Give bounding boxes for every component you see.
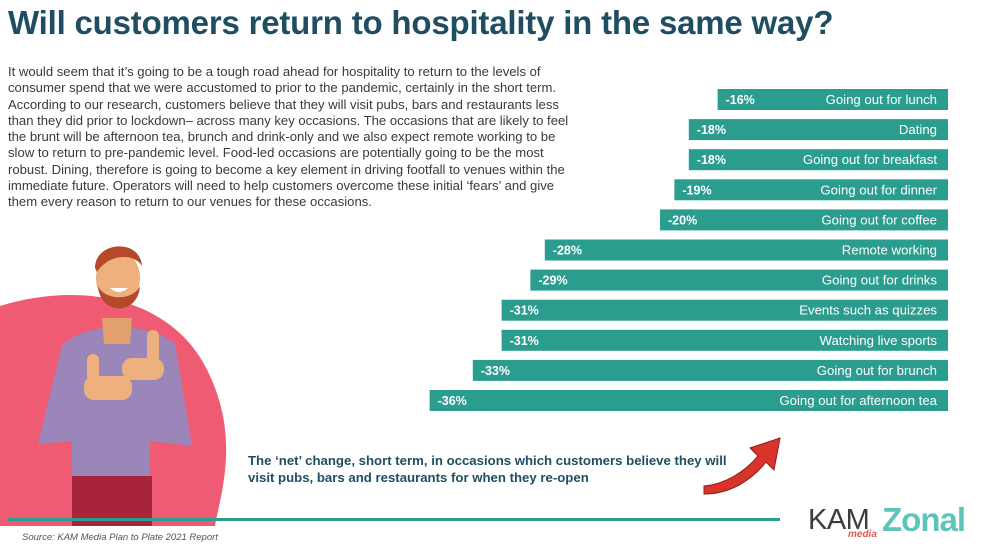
bar-category-label-4: Going out for coffee (821, 212, 937, 227)
bar-value-label-0: -16% (726, 93, 755, 107)
bar-value-label-6: -29% (538, 274, 567, 288)
bar-0 (717, 89, 948, 110)
bar-1 (688, 119, 948, 141)
red-arrow-icon (703, 437, 781, 495)
chart-caption: The ‘net’ change, short term, in occasio… (248, 453, 727, 485)
kam-logo: KAM (808, 504, 870, 536)
bar-7 (501, 299, 948, 321)
source-note: Source: KAM Media Plan to Plate 2021 Rep… (22, 532, 218, 543)
right-thumb (147, 330, 159, 362)
bar-category-label-5: Remote working (842, 243, 937, 258)
bar-category-label-8: Watching live sports (819, 333, 937, 348)
right-arm (122, 358, 164, 380)
bar-category-label-6: Going out for drinks (822, 273, 937, 288)
man-thumbs-up-illustration (0, 246, 227, 526)
bar-category-label-7: Events such as quizzes (799, 303, 937, 318)
bar-category-label-1: Dating (899, 122, 937, 137)
hair (95, 246, 142, 272)
bar-4 (660, 209, 948, 231)
bar-3 (674, 179, 948, 201)
bar-value-label-9: -33% (481, 364, 510, 378)
bar-category-label-2: Going out for breakfast (803, 152, 937, 167)
bar-value-label-3: -19% (682, 183, 711, 197)
bar-category-label-0: Going out for lunch (826, 92, 937, 107)
bar-category-label-10: Going out for afternoon tea (779, 393, 937, 408)
zonal-logo: Zonal (882, 501, 966, 538)
bar-10 (429, 390, 949, 411)
head (96, 251, 140, 305)
smile (110, 288, 128, 292)
bar-9 (472, 359, 948, 381)
bar-value-label-2: -18% (697, 153, 726, 167)
bar-8 (501, 329, 948, 351)
bar-value-label-5: -28% (553, 244, 582, 258)
bar-6 (530, 269, 948, 291)
footer-divider (8, 518, 780, 521)
neck (102, 318, 132, 344)
bar-category-label-3: Going out for dinner (820, 182, 937, 197)
page-title: Will customers return to hospitality in … (8, 4, 834, 41)
pants (72, 476, 152, 526)
intro-paragraph: It would seem that it’s going to be a to… (8, 64, 569, 210)
left-arm (84, 376, 132, 400)
bar-value-label-8: -31% (510, 334, 539, 348)
left-thumb (87, 354, 99, 382)
bar-value-label-4: -20% (668, 213, 697, 227)
bar-value-label-10: -36% (438, 394, 467, 408)
beard (98, 286, 140, 309)
bar-2 (688, 149, 948, 171)
kam-media-logo: media (848, 529, 877, 540)
bar-value-label-1: -18% (697, 123, 726, 137)
bar-category-label-9: Going out for brunch (817, 363, 937, 378)
bar-5 (544, 239, 948, 261)
bar-value-label-7: -31% (510, 304, 539, 318)
